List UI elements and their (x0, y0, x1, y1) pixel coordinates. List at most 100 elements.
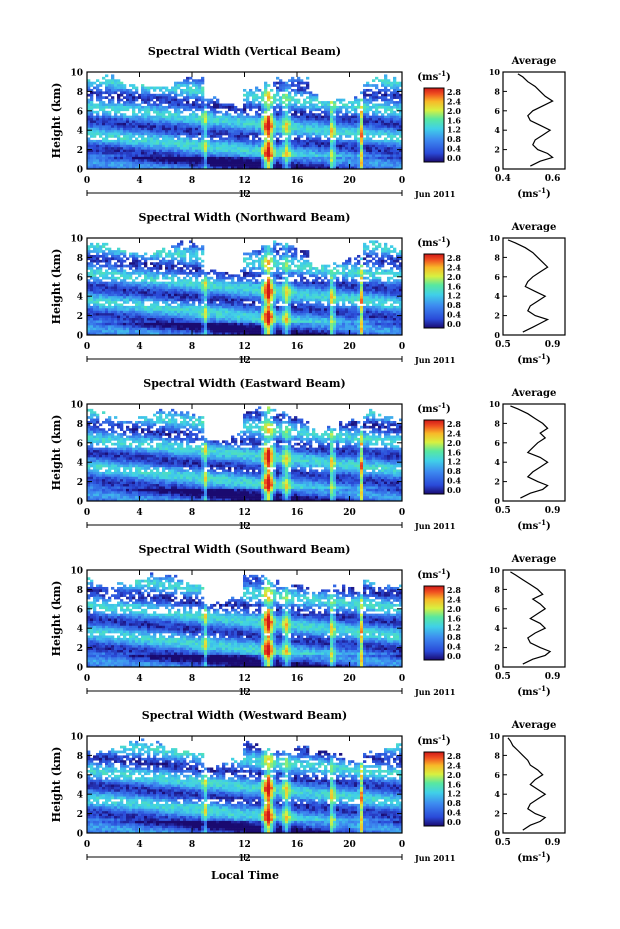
average-frame (502, 569, 566, 668)
x-tick-label: 4 (136, 840, 142, 850)
x-tick-label: 4 (136, 342, 142, 352)
y-tick-label: 8 (77, 752, 83, 762)
colorbar-tick-label: 1.2 (447, 291, 461, 301)
average-profile-line (507, 239, 550, 333)
average-frame (502, 237, 566, 336)
y-tick-label: 6 (77, 605, 83, 615)
colorbar-tick-label: 0.4 (447, 476, 461, 486)
average-x-tick-label: 0.5 (495, 838, 511, 848)
colorbar (423, 253, 445, 329)
colorbar-tick-label: 0.4 (447, 808, 461, 818)
colorbar-tick-label: 2.8 (447, 87, 461, 97)
y-axis-label: Height (km) (50, 581, 63, 657)
colorbar (423, 751, 445, 827)
average-y-tick-label: 4 (494, 291, 500, 301)
average-x-tick-label: 0.5 (495, 506, 511, 516)
colorbar-tick-label: 0.4 (447, 310, 461, 320)
x-tick-label: 0 (399, 176, 405, 186)
x-tick-label: 8 (189, 342, 195, 352)
colorbar-tick-label: 1.6 (447, 447, 461, 457)
x-tick-label: 8 (189, 840, 195, 850)
panel-title: Spectral Width (Westward Beam) (142, 709, 347, 722)
y-tick-label: 6 (77, 273, 83, 283)
panel-title: Spectral Width (Eastward Beam) (143, 377, 345, 390)
average-x-tick-label: 0.9 (545, 340, 561, 350)
y-axis-label: Height (km) (50, 747, 63, 823)
colorbar-tick-label: 0.8 (447, 134, 461, 144)
colorbar-tick-label: 1.6 (447, 779, 461, 789)
x-tick-label: 12 (238, 176, 251, 186)
average-y-tick-label: 0 (494, 828, 500, 838)
y-tick-label: 10 (70, 235, 83, 245)
x-tick-label: 4 (136, 674, 142, 684)
x-tick-label: 12 (238, 840, 251, 850)
average-frame (502, 71, 566, 170)
date-tick-label: 12 (238, 190, 251, 200)
colorbar (423, 87, 445, 163)
average-y-tick-label: 6 (494, 272, 500, 282)
colorbar-unit: (ms-1) (417, 235, 450, 249)
colorbar-tick-label: 1.2 (447, 623, 461, 633)
average-x-tick-label: 0.9 (545, 672, 561, 682)
y-tick-label: 0 (77, 332, 83, 342)
colorbar-unit: (ms-1) (417, 401, 450, 415)
colorbar-tick-label: 0.4 (447, 642, 461, 652)
average-y-tick-label: 2 (494, 145, 500, 155)
y-tick-label: 4 (77, 791, 83, 801)
colorbar-tick-label: 1.6 (447, 115, 461, 125)
average-title: Average (511, 222, 557, 233)
colorbar-tick-label: 2.4 (447, 594, 461, 604)
date-label: Jun 2011 (414, 355, 455, 365)
x-tick-label: 0 (84, 176, 90, 186)
average-title: Average (511, 388, 557, 399)
y-tick-label: 10 (70, 733, 83, 743)
x-tick-label: 0 (399, 674, 405, 684)
average-y-tick-label: 8 (494, 418, 500, 428)
average-x-tick-label: 0.9 (545, 506, 561, 516)
x-tick-label: 0 (84, 674, 90, 684)
average-y-tick-label: 0 (494, 164, 500, 174)
colorbar-tick-label: 2.4 (447, 760, 461, 770)
colorbar-tick-label: 2.0 (447, 604, 461, 614)
colorbar-unit: (ms-1) (417, 69, 450, 83)
colorbar-tick-label: 2.4 (447, 428, 461, 438)
average-x-axis-label: (ms-1) (517, 352, 550, 366)
average-x-tick-label: 0.9 (545, 838, 561, 848)
panel-title: Spectral Width (Northward Beam) (139, 211, 351, 224)
y-tick-label: 8 (77, 254, 83, 264)
average-profile-line (510, 405, 549, 499)
colorbar-tick-label: 0.0 (447, 651, 461, 661)
date-label: Jun 2011 (414, 687, 455, 697)
colorbar-tick-label: 0.0 (447, 319, 461, 329)
colorbar-tick-label: 2.4 (447, 96, 461, 106)
colorbar-tick-label: 0.4 (447, 144, 461, 154)
y-tick-label: 6 (77, 439, 83, 449)
colorbar-tick-label: 0.8 (447, 632, 461, 642)
average-y-tick-label: 0 (494, 496, 500, 506)
y-tick-label: 2 (77, 478, 83, 488)
y-tick-label: 4 (77, 293, 83, 303)
y-tick-label: 0 (77, 664, 83, 674)
colorbar-tick-label: 2.8 (447, 419, 461, 429)
colorbar (423, 419, 445, 495)
panel-5: Spectral Width (Westward Beam) 0 2 4 6 8 10 Hei… (50, 709, 566, 864)
average-title: Average (511, 554, 557, 565)
date-tick-label: 12 (238, 688, 251, 698)
average-y-tick-label: 10 (489, 399, 501, 409)
x-tick-label: 12 (238, 674, 251, 684)
date-tick-label: 12 (238, 854, 251, 864)
colorbar-tick-label: 2.0 (447, 438, 461, 448)
average-x-tick-label: 0.5 (495, 340, 511, 350)
average-y-tick-label: 4 (494, 125, 500, 135)
date-label: Jun 2011 (414, 189, 455, 199)
average-y-tick-label: 2 (494, 643, 500, 653)
colorbar-tick-label: 2.0 (447, 272, 461, 282)
panel-2: Spectral Width (Northward Beam) 0 2 4 6 8 10 He… (50, 211, 566, 366)
y-tick-label: 10 (70, 567, 83, 577)
panel-1: Spectral Width (Vertical Beam) 0 2 4 6 8 10 Hei… (50, 45, 566, 200)
average-x-axis-label: (ms-1) (517, 186, 550, 200)
colorbar-tick-label: 2.4 (447, 262, 461, 272)
colorbar-tick-label: 2.8 (447, 253, 461, 263)
x-tick-label: 0 (84, 342, 90, 352)
